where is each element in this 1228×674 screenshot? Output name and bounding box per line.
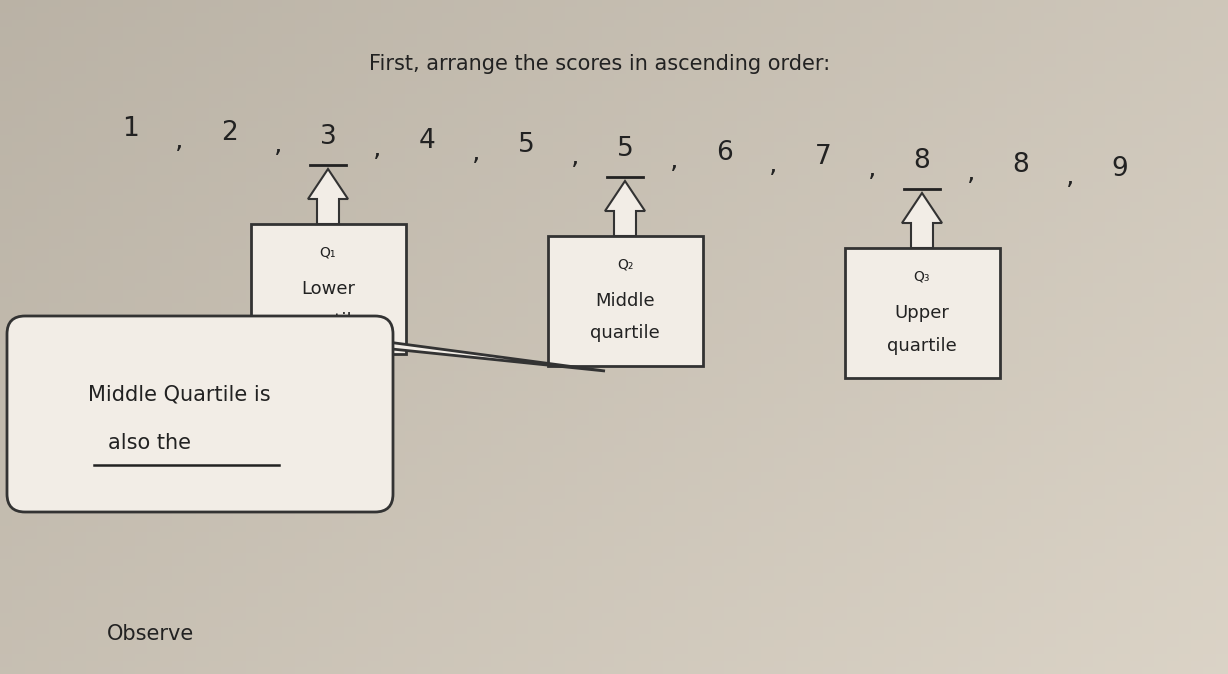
Text: ,: ,: [868, 156, 877, 182]
Text: ,: ,: [571, 144, 580, 170]
Text: 3: 3: [319, 124, 336, 150]
Text: Q₁: Q₁: [319, 245, 336, 259]
Text: ,: ,: [769, 152, 777, 178]
Text: quartile: quartile: [887, 336, 957, 355]
Text: 5: 5: [518, 132, 534, 158]
Text: 1: 1: [122, 116, 139, 142]
Text: quartile: quartile: [591, 324, 659, 342]
Text: Q₃: Q₃: [914, 270, 931, 284]
Text: 6: 6: [716, 140, 732, 166]
Text: Upper: Upper: [894, 304, 949, 322]
Text: also the: also the: [108, 433, 190, 453]
Text: 9: 9: [1111, 156, 1129, 182]
Text: 8: 8: [1013, 152, 1029, 178]
Text: ,: ,: [176, 128, 184, 154]
Text: First, arrange the scores in ascending order:: First, arrange the scores in ascending o…: [370, 54, 830, 74]
Text: ,: ,: [1066, 164, 1074, 190]
Polygon shape: [903, 193, 942, 248]
Text: 8: 8: [914, 148, 931, 174]
Text: 4: 4: [419, 128, 436, 154]
Text: quartile: quartile: [293, 313, 363, 330]
Polygon shape: [295, 339, 605, 371]
Text: Lower: Lower: [301, 280, 355, 298]
Text: 7: 7: [814, 144, 831, 170]
Text: 5: 5: [616, 136, 634, 162]
Polygon shape: [308, 169, 348, 224]
FancyBboxPatch shape: [845, 248, 1000, 378]
Text: ,: ,: [968, 160, 976, 186]
Text: Observe: Observe: [107, 624, 194, 644]
Text: Q₂: Q₂: [616, 257, 634, 272]
Text: ,: ,: [373, 136, 382, 162]
Text: ,: ,: [274, 132, 282, 158]
Text: 2: 2: [221, 120, 237, 146]
Text: Middle: Middle: [596, 292, 655, 310]
Text: Middle Quartile is: Middle Quartile is: [87, 385, 270, 405]
FancyBboxPatch shape: [548, 236, 702, 366]
FancyBboxPatch shape: [7, 316, 393, 512]
Text: ,: ,: [473, 140, 480, 166]
Text: ,: ,: [670, 148, 679, 174]
Polygon shape: [605, 181, 645, 236]
FancyBboxPatch shape: [251, 224, 405, 354]
